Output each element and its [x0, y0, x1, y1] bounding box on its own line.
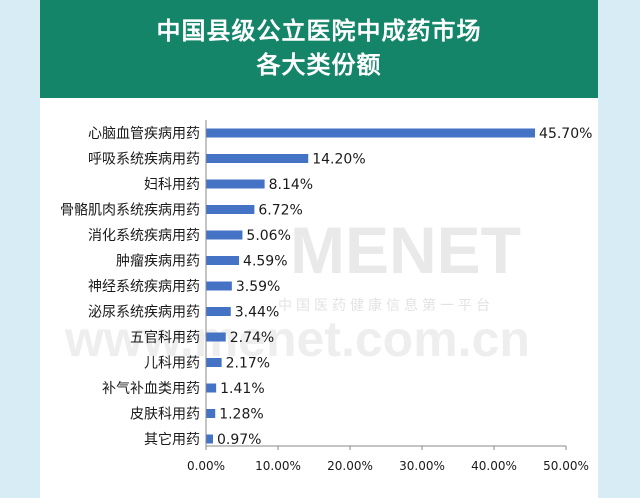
value-label: 8.14% — [269, 177, 313, 193]
bar — [206, 128, 536, 138]
category-label: 心脑血管疾病用药 — [88, 126, 200, 142]
category-label: 妇科用药 — [144, 176, 200, 193]
value-label: 45.70% — [539, 126, 592, 142]
value-label: 4.59% — [243, 254, 287, 270]
title-banner: 中国县级公立医院中成药市场 各大类份额 — [40, 0, 598, 98]
value-label: 14.20% — [312, 152, 365, 168]
bar — [206, 179, 265, 189]
bar — [206, 332, 226, 342]
value-label: 2.74% — [230, 330, 274, 346]
category-label: 五官科用药 — [130, 330, 200, 346]
category-label: 皮肤科用药 — [130, 407, 200, 423]
bar — [206, 434, 213, 444]
x-tick-label: 40.00% — [471, 459, 517, 473]
bar-chart: MENET 中国医药健康信息第一平台 www.menet.com.cn 心脑血管… — [60, 120, 592, 473]
x-tick-label: 50.00% — [543, 459, 589, 473]
value-label: 1.41% — [220, 381, 264, 397]
category-label: 消化系统疾病用药 — [88, 228, 200, 244]
watermark-slogan: 中国医药健康信息第一平台 — [278, 297, 494, 314]
category-label: 骨骼肌肉系统疾病用药 — [60, 203, 200, 219]
bar — [206, 409, 216, 418]
category-label: 其它用药 — [144, 431, 200, 448]
chart-panel: MENET 中国医药健康信息第一平台 www.menet.com.cn 心脑血管… — [40, 98, 598, 498]
bar — [206, 307, 231, 316]
x-tick-label: 30.00% — [399, 459, 445, 473]
watermark-url: www.menet.com.cn — [64, 311, 530, 367]
value-label: 1.28% — [219, 407, 263, 423]
bar — [206, 230, 243, 240]
x-tick-label: 10.00% — [255, 459, 301, 473]
value-label: 5.06% — [246, 228, 290, 244]
bar — [206, 256, 240, 265]
value-label: 0.97% — [217, 432, 261, 448]
value-label: 2.17% — [226, 356, 270, 372]
bar — [206, 383, 217, 393]
category-label: 补气补血类用药 — [102, 381, 200, 397]
category-label: 儿科用药 — [144, 356, 200, 372]
category-label: 肿瘤疾病用药 — [116, 253, 200, 270]
category-label: 泌尿系统疾病用药 — [88, 305, 200, 321]
x-tick-label: 20.00% — [327, 459, 373, 473]
category-label: 呼吸系统疾病用药 — [88, 152, 200, 168]
bar — [206, 154, 309, 163]
bar — [206, 281, 232, 291]
bar — [206, 205, 255, 214]
menet-watermark: MENET 中国医药健康信息第一平台 www.menet.com.cn — [64, 213, 530, 367]
x-tick-label: 0.00% — [187, 459, 225, 473]
chart-title-line-1: 中国县级公立医院中成药市场 — [156, 17, 482, 45]
bar — [206, 358, 222, 367]
value-label: 3.44% — [235, 305, 279, 321]
watermark-brand: MENET — [290, 213, 521, 287]
category-label: 神经系统疾病用药 — [88, 279, 200, 295]
value-label: 3.59% — [236, 279, 280, 295]
chart-title-line-2: 各大类份额 — [256, 51, 382, 79]
value-label: 6.72% — [258, 203, 302, 219]
